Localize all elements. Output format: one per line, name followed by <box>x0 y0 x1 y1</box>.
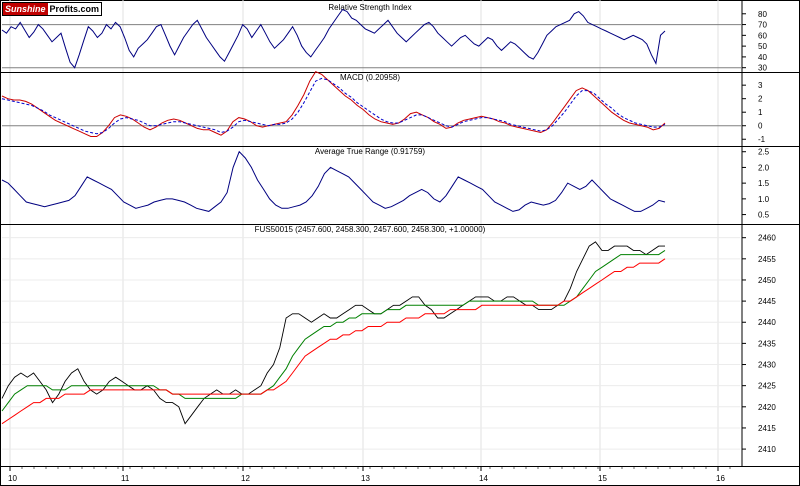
y-tick-label: 2455 <box>758 255 776 264</box>
y-tick-label: 2.5 <box>758 148 770 157</box>
atr-title: Average True Range (0.91759) <box>315 147 425 156</box>
y-tick-label: 2440 <box>758 318 776 327</box>
y-tick-label: 2435 <box>758 339 776 348</box>
y-tick-label: 2410 <box>758 445 776 454</box>
atr-line <box>1 150 666 212</box>
rsi-title: Relative Strength Index <box>328 3 411 12</box>
y-tick-label: 2460 <box>758 234 776 243</box>
y-tick-label: 70 <box>758 21 767 30</box>
ma-slow-line <box>1 258 666 425</box>
y-tick-label: 2.0 <box>758 163 770 172</box>
y-tick-label: 0 <box>758 122 763 131</box>
y-tick-label: 2445 <box>758 297 776 306</box>
macd-line <box>1 70 666 137</box>
y-tick-label: 3 <box>758 81 763 90</box>
price-line <box>1 241 665 425</box>
y-tick-label: 40 <box>758 53 767 62</box>
y-tick-label: 80 <box>758 10 767 19</box>
y-tick-label: -1 <box>758 135 766 144</box>
y-tick-label: 1.0 <box>758 195 770 204</box>
y-tick-label: 0.5 <box>758 211 770 220</box>
y-tick-label: 2450 <box>758 276 776 285</box>
x-tick-label: 10 <box>8 474 17 483</box>
sunshine-profits-logo[interactable]: Sunshine Profits.com <box>2 2 103 16</box>
macd-signal-line <box>1 77 666 135</box>
y-tick-label: 2425 <box>758 382 776 391</box>
y-tick-label: 2430 <box>758 361 776 370</box>
y-tick-label: 50 <box>758 42 767 51</box>
logo-part-sunshine: Sunshine <box>3 3 48 15</box>
y-tick-label: 30 <box>758 64 767 73</box>
y-tick-label: 1 <box>758 108 763 117</box>
y-tick-label: 2 <box>758 95 763 104</box>
rsi-line <box>1 8 666 69</box>
price-title: FUS50015 (2457.600, 2458.300, 2457.600, … <box>255 225 486 234</box>
y-tick-label: 2415 <box>758 424 776 433</box>
logo-part-profits: Profits.com <box>47 3 102 15</box>
x-tick-label: 15 <box>598 474 607 483</box>
x-tick-label: 11 <box>121 474 130 483</box>
x-tick-label: 13 <box>361 474 370 483</box>
y-tick-label: 2420 <box>758 403 776 412</box>
x-tick-label: 16 <box>716 474 725 483</box>
y-tick-label: 60 <box>758 31 767 40</box>
ma-fast-line <box>1 249 666 412</box>
x-tick-label: 14 <box>479 474 488 483</box>
macd-title: MACD (0.20958) <box>340 73 400 82</box>
y-tick-label: 1.5 <box>758 179 770 188</box>
x-tick-label: 12 <box>241 474 250 483</box>
